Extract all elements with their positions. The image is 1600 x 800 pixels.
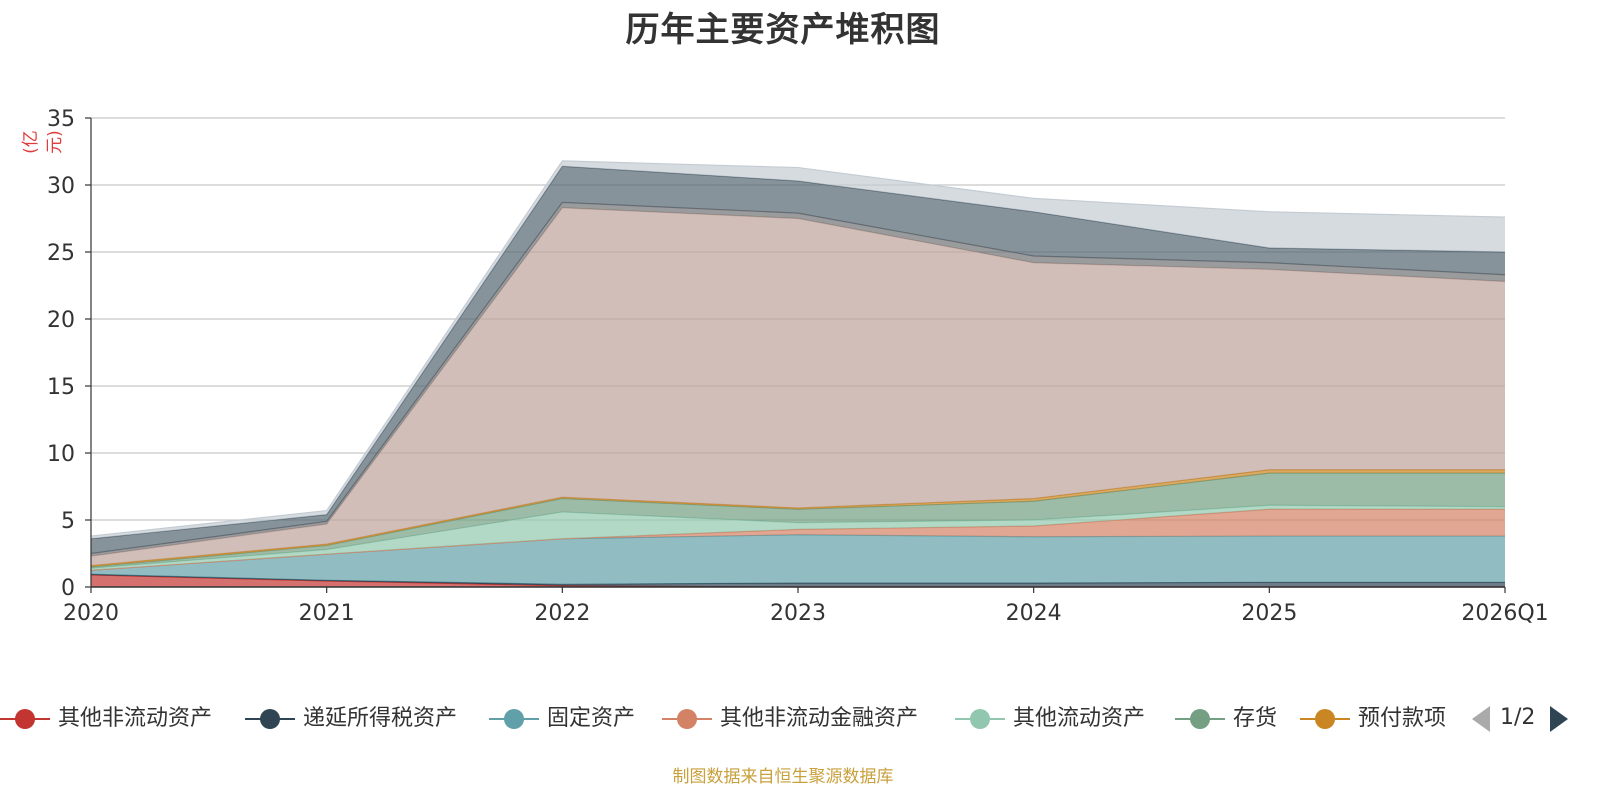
y-tick-label: 20 (47, 308, 75, 333)
legend-line-circle-icon (955, 709, 1005, 729)
legend-line-circle-icon (662, 709, 712, 729)
legend-label: 固定资产 (547, 706, 636, 731)
y-tick-label: 30 (47, 174, 75, 199)
area-series-2 (91, 534, 1505, 585)
legend-prev-page-icon[interactable] (1472, 706, 1490, 732)
legend-label: 其他流动资产 (1013, 706, 1146, 731)
legend-line-circle-icon (1175, 709, 1225, 729)
y-tick-label: 10 (47, 442, 75, 467)
legend-page-indicator: 1/2 (1500, 705, 1536, 730)
legend-label: 预付款项 (1358, 706, 1447, 731)
y-tick-label: 5 (61, 509, 75, 534)
legend-line-circle-icon (489, 709, 539, 729)
legend-label: 存货 (1233, 706, 1278, 731)
legend-line-circle-icon (0, 709, 50, 729)
area-series-3 (91, 509, 1505, 571)
x-tick-label: 2023 (770, 601, 826, 626)
x-tick-label: 2021 (299, 601, 355, 626)
chart-title: 历年主要资产堆积图 (625, 10, 941, 50)
x-tick-label: 2022 (534, 601, 590, 626)
y-axis-unit-label: (亿元) (21, 130, 65, 154)
x-tick-label: 2024 (1006, 601, 1062, 626)
x-tick-label: 2025 (1241, 601, 1297, 626)
line-series-10 (90, 160, 1506, 537)
y-tick-label: 15 (47, 375, 75, 400)
y-tick-label: 25 (47, 241, 75, 266)
y-tick-label: 0 (61, 576, 75, 601)
legend-label: 其他非流动金融资产 (720, 706, 919, 731)
legend-line-circle-icon (245, 709, 295, 729)
area-series-0 (91, 574, 1505, 587)
data-source-note: 制图数据来自恒生聚源数据库 (672, 767, 894, 787)
x-tick-label: 2020 (63, 601, 119, 626)
legend-next-page-icon[interactable] (1550, 706, 1568, 732)
legend-label: 递延所得税资产 (303, 706, 458, 731)
y-tick-label: 35 (47, 107, 75, 132)
legend-label: 其他非流动资产 (58, 706, 213, 731)
legend-line-circle-icon (1300, 709, 1350, 729)
area-series-1 (91, 574, 1505, 587)
area-series-5 (91, 473, 1505, 569)
area-series-7 (91, 207, 1505, 566)
x-tick-label: 2026Q1 (1461, 601, 1548, 626)
